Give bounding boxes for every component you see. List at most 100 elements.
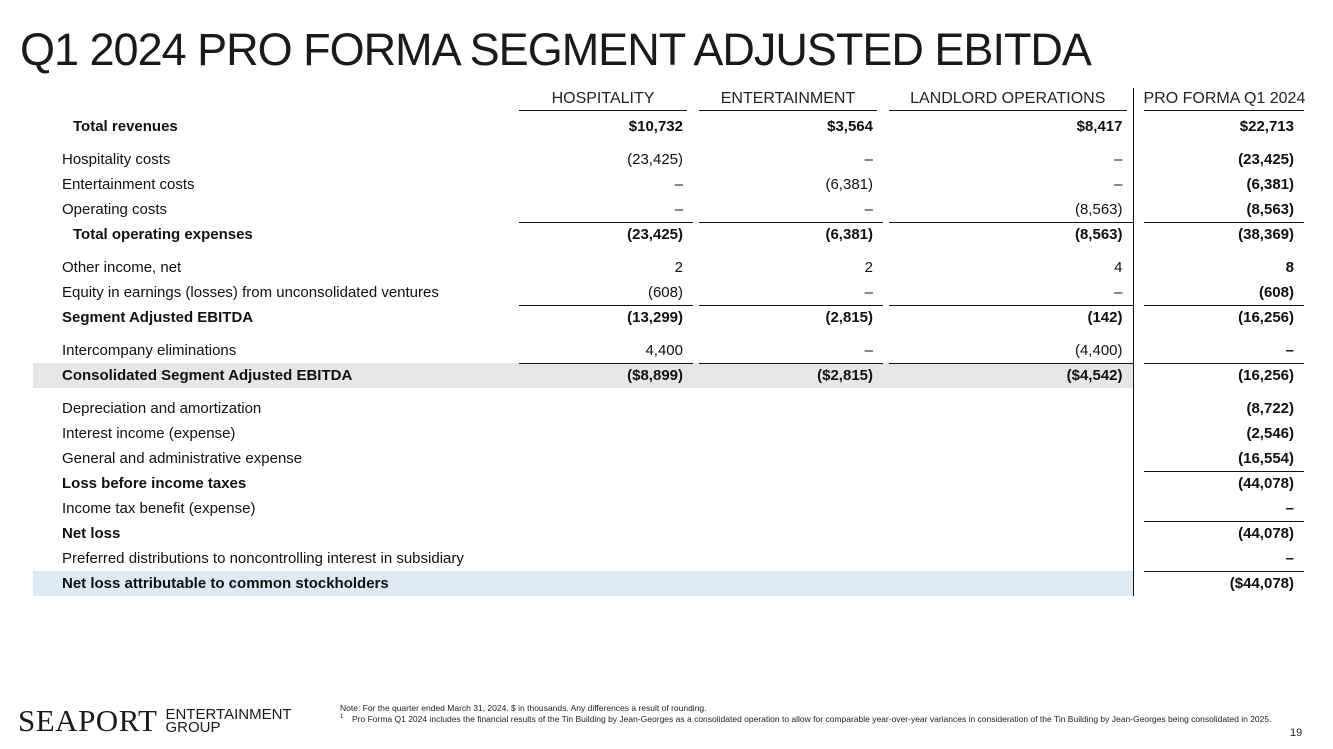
row-equity-earnings: Equity in earnings (losses) from unconso…	[33, 280, 1304, 305]
header-blank	[33, 88, 513, 114]
cell-landlord: (4,400)	[1074, 342, 1123, 359]
cell-proforma: –	[1132, 546, 1304, 571]
row-label: Total revenues	[73, 118, 178, 135]
row-net-loss: Net loss (44,078)	[33, 521, 1305, 546]
row-depreciation: Depreciation and amortization (8,722)	[33, 388, 1304, 421]
logo-subtitle: ENTERTAINMENT GROUP	[165, 705, 292, 735]
row-entertainment-costs: Entertainment costs – (6,381) – (6,381)	[33, 172, 1304, 197]
cell-entertainment: $3,564	[827, 118, 873, 135]
row-label: Other income, net	[62, 259, 182, 276]
note-text: Note: For the quarter ended March 31, 20…	[340, 703, 707, 713]
cell-landlord: –	[1114, 284, 1123, 301]
row-label: Consolidated Segment Adjusted EBITDA	[33, 363, 513, 388]
cell-landlord: ($4,542)	[883, 363, 1133, 388]
cell-proforma: (44,078)	[1132, 521, 1305, 546]
page-number: 19	[1290, 727, 1303, 739]
logo-sub-line-1: ENTERTAINMENT	[165, 705, 292, 723]
cell-entertainment: –	[864, 151, 873, 168]
cell-hospitality: (608)	[647, 284, 683, 301]
footnote-1: 1 Pro Forma Q1 2024 includes the financi…	[340, 714, 1280, 724]
cell-hospitality: 2	[674, 259, 683, 276]
row-label: Hospitality costs	[62, 151, 171, 168]
cell-entertainment: (2,815)	[693, 305, 883, 330]
row-intercompany-eliminations: Intercompany eliminations 4,400 – (4,400…	[33, 330, 1304, 363]
cell-hospitality: ($8,899)	[513, 363, 693, 388]
cell-proforma: –	[1132, 330, 1304, 363]
cell-landlord: (8,563)	[1074, 201, 1123, 218]
row-other-income: Other income, net 2 2 4 8	[33, 247, 1304, 280]
row-consolidated-segment-ebitda: Consolidated Segment Adjusted EBITDA ($8…	[33, 363, 1305, 388]
cell-proforma: (8,563)	[1132, 197, 1304, 222]
row-label: Income tax benefit (expense)	[62, 500, 256, 517]
cell-proforma: ($44,078)	[1132, 571, 1305, 596]
row-operating-costs: Operating costs – – (8,563) (8,563)	[33, 197, 1304, 222]
cell-proforma: –	[1132, 496, 1304, 521]
cell-entertainment: 2	[864, 259, 873, 276]
logo-wordmark: SEAPORT	[18, 703, 158, 738]
footnote-text: Pro Forma Q1 2024 includes the financial…	[352, 714, 1272, 724]
footnotes: Note: For the quarter ended March 31, 20…	[340, 703, 1280, 724]
header-hospitality: HOSPITALITY	[513, 88, 693, 114]
cell-entertainment: –	[864, 201, 873, 218]
row-total-revenues: Total revenues $10,732 $3,564 $8,417 $22…	[33, 114, 1304, 139]
cell-proforma: (44,078)	[1132, 471, 1305, 496]
cell-landlord: –	[1114, 176, 1123, 193]
cell-landlord: (8,563)	[883, 222, 1133, 247]
cell-landlord: $8,417	[1076, 118, 1123, 135]
cell-hospitality: –	[674, 201, 683, 218]
cell-hospitality: $10,732	[628, 118, 683, 135]
row-label: Depreciation and amortization	[62, 400, 262, 417]
cell-proforma: 8	[1132, 247, 1304, 280]
row-label: Interest income (expense)	[62, 425, 236, 442]
cell-entertainment: –	[864, 342, 873, 359]
cell-entertainment: ($2,815)	[693, 363, 883, 388]
footnote-marker: 1	[340, 714, 344, 720]
row-label: Loss before income taxes	[62, 475, 247, 492]
cell-entertainment: (6,381)	[825, 176, 873, 193]
row-label: General and administrative expense	[62, 450, 303, 467]
table-header-row: HOSPITALITY ENTERTAINMENT LANDLORD OPERA…	[33, 88, 1305, 114]
cell-proforma: (6,381)	[1132, 172, 1304, 197]
row-loss-before-taxes: Loss before income taxes (44,078)	[33, 471, 1305, 496]
row-label: Preferred distributions to noncontrollin…	[62, 550, 464, 567]
header-entertainment: ENTERTAINMENT	[693, 88, 883, 114]
row-preferred-distributions: Preferred distributions to noncontrollin…	[33, 546, 1304, 571]
company-logo: SEAPORT ENTERTAINMENT GROUP	[18, 705, 292, 736]
ebitda-table: HOSPITALITY ENTERTAINMENT LANDLORD OPERA…	[33, 88, 1305, 596]
cell-entertainment: –	[864, 284, 873, 301]
cell-landlord: (142)	[883, 305, 1133, 330]
header-pro-forma: PRO FORMA Q1 2024	[1132, 88, 1305, 114]
cell-entertainment: (6,381)	[693, 222, 883, 247]
cell-hospitality: 4,400	[645, 342, 683, 359]
cell-proforma: $22,713	[1132, 114, 1304, 139]
row-total-operating-expenses: Total operating expenses (23,425) (6,381…	[33, 222, 1305, 247]
row-label: Segment Adjusted EBITDA	[62, 309, 254, 326]
cell-landlord: 4	[1114, 259, 1123, 276]
row-net-loss-common: Net loss attributable to common stockhol…	[33, 571, 1305, 596]
cell-proforma: (16,256)	[1132, 305, 1305, 330]
row-label: Equity in earnings (losses) from unconso…	[62, 284, 439, 301]
row-segment-adjusted-ebitda: Segment Adjusted EBITDA (13,299) (2,815)…	[33, 305, 1305, 330]
header-landlord-operations: LANDLORD OPERATIONS	[883, 88, 1133, 114]
cell-proforma: (608)	[1132, 280, 1304, 305]
cell-hospitality: (23,425)	[513, 222, 693, 247]
row-label: Total operating expenses	[73, 226, 253, 243]
page-title: Q1 2024 PRO FORMA SEGMENT ADJUSTED EBITD…	[20, 24, 1092, 75]
cell-proforma: (16,554)	[1132, 446, 1304, 471]
cell-landlord: –	[1114, 151, 1123, 168]
cell-hospitality: –	[674, 176, 683, 193]
row-hospitality-costs: Hospitality costs (23,425) – – (23,425)	[33, 139, 1304, 172]
cell-proforma: (23,425)	[1132, 139, 1304, 172]
cell-hospitality: (13,299)	[513, 305, 693, 330]
row-general-admin: General and administrative expense (16,5…	[33, 446, 1304, 471]
cell-hospitality: (23,425)	[627, 151, 683, 168]
row-income-tax: Income tax benefit (expense) –	[33, 496, 1304, 521]
cell-proforma: (16,256)	[1132, 363, 1305, 388]
cell-proforma: (8,722)	[1132, 388, 1304, 421]
row-label: Entertainment costs	[62, 176, 195, 193]
row-label: Operating costs	[62, 201, 168, 218]
row-label: Net loss attributable to common stockhol…	[33, 571, 513, 596]
row-label: Intercompany eliminations	[62, 342, 237, 359]
cell-proforma: (38,369)	[1132, 222, 1305, 247]
row-label: Net loss	[62, 525, 121, 542]
